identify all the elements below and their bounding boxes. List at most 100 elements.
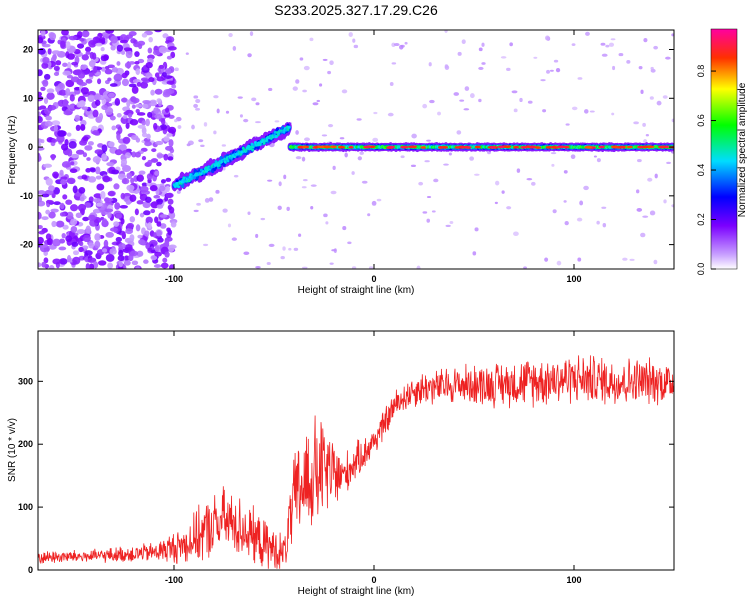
spectrogram-noise-blob — [142, 79, 151, 84]
spectrogram-faint-blob — [302, 89, 307, 93]
spectrogram-faint-blob — [577, 77, 583, 80]
spectrogram-noise-blob — [165, 177, 172, 182]
spectrogram-noise-blob — [138, 43, 143, 50]
spectrogram-noise-blob — [65, 199, 73, 205]
spectrogram-faint-blob — [232, 46, 237, 51]
spectrogram-noise-blob — [62, 98, 69, 107]
spectrogram-faint-blob — [550, 152, 557, 155]
spectrogram-faint-blob — [511, 90, 518, 94]
spectrogram-noise-blob — [68, 140, 77, 149]
spectrogram-noise-blob — [72, 256, 81, 265]
spectrogram-faint-blob — [203, 243, 209, 247]
spectrogram-noise-blob — [38, 190, 46, 195]
spectrogram-faint-blob — [387, 112, 394, 117]
spectrogram-xlabel: Height of straight line (km) — [298, 285, 415, 296]
spectrogram-noise-blob — [166, 80, 175, 85]
spectrogram-noise-blob — [129, 234, 135, 242]
figure-title: S233.2025.327.17.29.C26 — [274, 2, 438, 18]
spectrogram-noise-blob — [169, 264, 175, 269]
spectrogram-faint-blob — [540, 79, 546, 82]
snr-ytick-label: 300 — [18, 376, 33, 386]
spectrogram-noise-blob — [117, 255, 125, 262]
spectrogram-noise-blob — [165, 107, 170, 113]
spectrogram-noise-blob — [103, 239, 109, 248]
spectrogram-faint-blob — [637, 159, 642, 163]
spectrogram-noise-blob — [99, 95, 105, 101]
spectrogram-faint-blob — [208, 197, 214, 202]
spectrogram-faint-blob — [347, 241, 352, 245]
spectrogram-faint-blob — [295, 79, 300, 84]
spectrogram-faint-blob — [195, 98, 201, 104]
spectrogram-noise-blob — [69, 94, 75, 102]
spectrogram-noise-blob — [145, 61, 153, 69]
snr-series-line — [38, 355, 674, 569]
spectrogram-noise-blob — [153, 122, 158, 130]
spectrogram-faint-blob — [478, 66, 484, 70]
spectrogram-faint-blob — [295, 156, 302, 160]
spectrogram-noise-blob — [46, 92, 55, 100]
spectrogram-noise-blob — [129, 118, 139, 126]
spectrogram-noise-blob — [135, 103, 143, 108]
spectrogram-faint-blob — [443, 163, 449, 166]
spectrogram-noise-blob — [123, 47, 133, 52]
spectrogram-noise-blob — [65, 235, 73, 242]
spectrogram-faint-blob — [600, 42, 606, 46]
spectrogram-faint-blob — [555, 67, 561, 73]
spectrogram-noise-blob — [77, 43, 85, 49]
spectrogram-faint-blob — [280, 255, 285, 260]
spectrogram-noise-blob — [102, 175, 111, 183]
spectrogram-noise-blob — [138, 239, 146, 245]
spectrogram-noise-blob — [72, 185, 78, 194]
spectrogram-noise-blob — [98, 37, 106, 42]
spectrogram-noise-blob — [59, 212, 66, 217]
spectrogram-noise-blob — [147, 159, 153, 165]
spectrogram-faint-blob — [193, 95, 199, 99]
spectrogram-noise-blob — [53, 187, 60, 195]
spectrogram-faint-blob — [322, 58, 328, 61]
spectrogram-noise-blob — [156, 204, 164, 209]
spectrogram-ridge-peak — [474, 145, 481, 149]
spectrogram-noise-blob — [115, 236, 123, 243]
spectrogram-noise-blob — [67, 148, 73, 157]
spectrogram-noise-blob — [70, 204, 79, 212]
spectrogram-faint-blob — [376, 198, 382, 202]
spectrogram-noise-blob — [167, 245, 175, 253]
spectrogram-noise-blob — [84, 145, 93, 151]
spectrogram-faint-blob — [563, 200, 567, 203]
spectrogram-noise-blob — [97, 260, 107, 266]
spectrogram-noise-blob — [154, 216, 159, 224]
spectrogram-faint-blob — [481, 62, 486, 65]
spectrogram-faint-blob — [642, 215, 649, 218]
spectrogram-noise-blob — [65, 79, 75, 88]
snr-ytick-label: 200 — [18, 439, 33, 449]
spectrogram-faint-blob — [213, 95, 219, 99]
spectrogram-noise-blob — [156, 76, 164, 82]
spectrogram-noise-blob — [70, 153, 80, 159]
spectrogram-noise-blob — [65, 41, 71, 50]
spectrogram-noise-blob — [60, 176, 68, 181]
spectrogram-faint-blob — [509, 42, 513, 47]
spectrogram-noise-blob — [51, 138, 58, 143]
spectrogram-noise-blob — [48, 104, 57, 111]
spectrogram-noise-blob — [161, 118, 166, 125]
spectrogram-noise-blob — [109, 83, 118, 87]
spectrogram-noise-blob — [87, 257, 97, 263]
spectrogram-ridge-peak — [323, 145, 331, 149]
spectrogram-faint-blob — [186, 143, 191, 147]
spectrogram-faint-blob — [310, 184, 317, 187]
spectrogram-noise-blob — [95, 42, 103, 47]
spectrogram-faint-blob — [469, 156, 475, 161]
spectrogram-noise-blob — [87, 141, 94, 146]
spectrogram-noise-blob — [147, 47, 153, 54]
spectrogram-noise-blob — [154, 30, 163, 33]
spectrogram-faint-blob — [237, 96, 243, 99]
spectrogram-faint-blob — [329, 60, 334, 66]
spectrogram-noise-blob — [131, 85, 139, 94]
spectrogram-noise-blob — [87, 214, 96, 222]
spectrogram-noise-blob — [164, 240, 170, 248]
spectrogram-noise-blob — [81, 30, 90, 38]
spectrogram-noise-blob — [94, 99, 101, 106]
spectrogram-noise-blob — [154, 113, 163, 120]
colorbar-gradient — [710, 28, 738, 270]
